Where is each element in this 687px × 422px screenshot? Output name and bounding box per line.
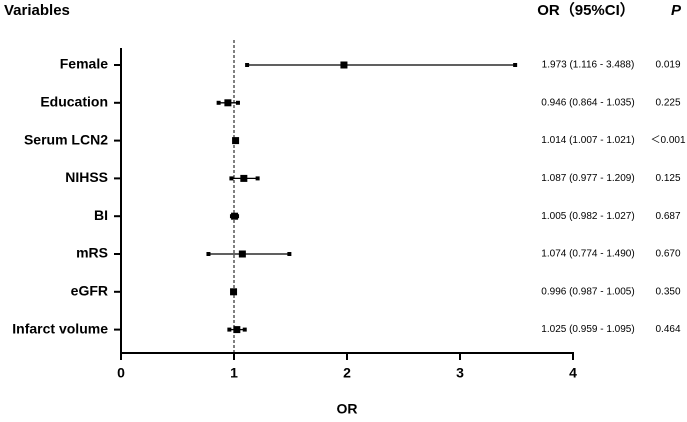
or-point (340, 61, 348, 69)
p-value: 0.019 (655, 60, 680, 71)
ci-lower-cap (229, 176, 234, 181)
x-axis-label: OR (337, 401, 358, 417)
or-label: 1.087 (0.977 - 1.209) (541, 173, 634, 184)
or-label: 1.973 (1.116 - 3.488) (542, 60, 635, 71)
category-label: BI (94, 207, 108, 223)
x-tick-label: 4 (569, 365, 577, 381)
header-p: P (671, 2, 682, 19)
ci-upper-cap (513, 63, 518, 67)
header-variables: Variables (4, 2, 70, 19)
category-label: NIHSS (65, 169, 108, 185)
ci-lower-cap (206, 252, 211, 256)
category-label: mRS (76, 245, 108, 261)
p-value: 0.350 (655, 286, 680, 297)
or-point (232, 137, 240, 145)
p-value: ＜0.001 (650, 135, 685, 146)
category-label: Education (40, 94, 108, 110)
or-point (238, 250, 246, 258)
or-label: 1.014 (1.007 - 1.021) (541, 135, 634, 146)
category-label: Female (60, 56, 108, 72)
ci-lower-cap (216, 100, 221, 105)
x-tick-label: 3 (456, 365, 464, 381)
ci-upper-cap (242, 327, 247, 332)
ci-upper-cap (287, 252, 292, 256)
or-label: 0.946 (0.864 - 1.035) (541, 97, 634, 108)
category-label: eGFR (71, 283, 108, 299)
p-value: 0.687 (655, 211, 680, 222)
x-tick-label: 0 (117, 365, 125, 381)
or-point (230, 288, 238, 296)
or-point (224, 99, 232, 107)
or-label: 1.025 (0.959 - 1.095) (541, 324, 634, 335)
p-value: 0.670 (655, 249, 680, 260)
category-label: Serum LCN2 (24, 131, 108, 147)
x-tick-label: 1 (230, 365, 238, 381)
p-value: 0.225 (655, 97, 680, 108)
ci-upper-cap (235, 100, 240, 105)
or-label: 1.074 (0.774 - 1.490) (541, 249, 634, 260)
p-value: 0.464 (655, 324, 680, 335)
x-tick-label: 2 (343, 365, 351, 381)
ci-lower-cap (227, 327, 232, 332)
ci-lower-cap (245, 63, 250, 67)
ci-upper-cap (255, 176, 260, 181)
p-value: 0.125 (655, 173, 680, 184)
or-point (231, 212, 239, 220)
header-or: OR（95%CI） (537, 1, 635, 19)
or-label: 1.005 (0.982 - 1.027) (541, 211, 634, 222)
or-point (233, 326, 241, 334)
or-point (240, 174, 248, 182)
or-label: 0.996 (0.987 - 1.005) (541, 286, 634, 297)
category-label: Infarct volume (12, 320, 108, 336)
